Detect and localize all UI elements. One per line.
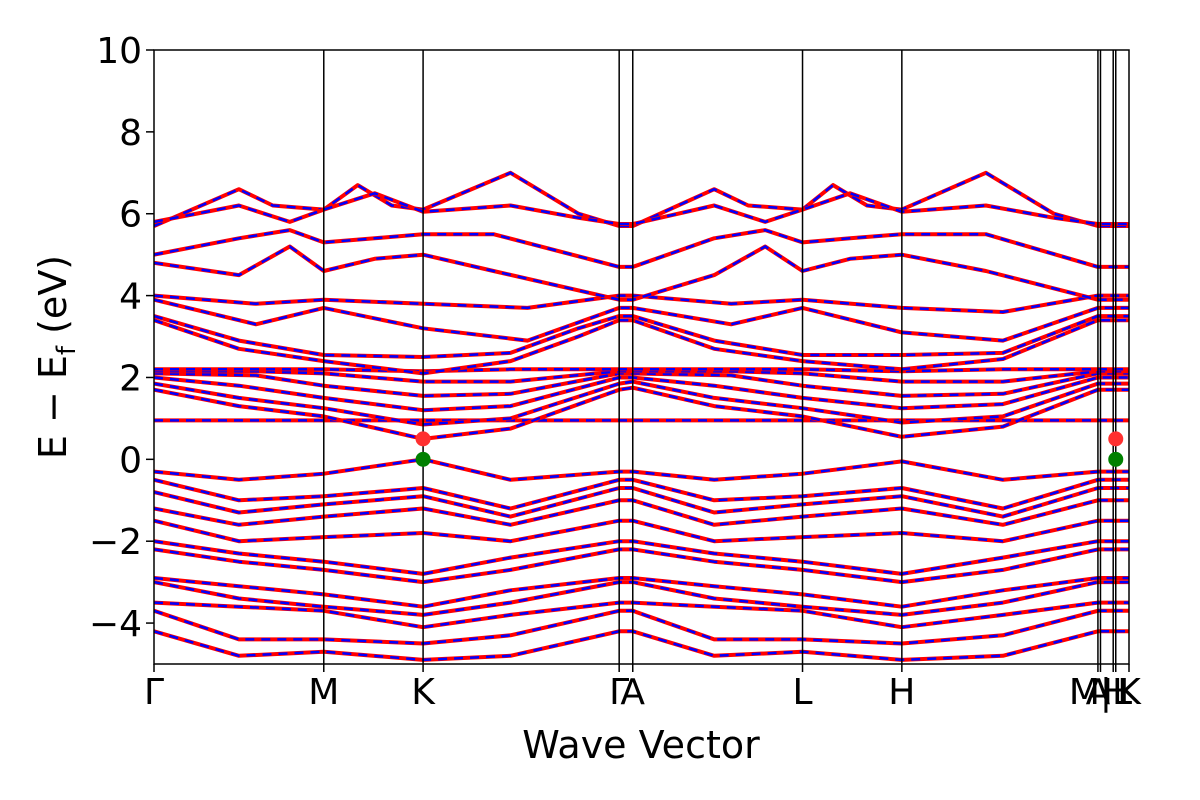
y-tick-label-3: 2 [119, 358, 142, 399]
vbm-marker-1 [415, 451, 431, 467]
x-tick-label-3: Γ [609, 672, 629, 713]
x-tick-label-7: A [1086, 672, 1111, 713]
band-6-spin-down [154, 368, 1129, 373]
band-12-spin-up [154, 228, 1129, 269]
y-axis-title-sub: f [52, 345, 82, 355]
y-tick-label-2: 0 [119, 440, 142, 481]
y-tick-label-1: −2 [89, 522, 142, 563]
y-axis-title-tail: (eV) [31, 255, 75, 346]
y-tick-label-5: 6 [119, 195, 142, 236]
x-tick-label-6: H [888, 672, 915, 713]
band-8-spin-down [154, 314, 1129, 359]
y-tick-label-6: 8 [119, 113, 142, 154]
x-tick-label-4: A [620, 672, 645, 713]
cbm-marker-0 [415, 431, 431, 447]
band-edge-markers [415, 431, 1124, 467]
x-tick-label-0: Γ [144, 672, 164, 713]
y-tick-label-4: 4 [119, 277, 142, 318]
plot-frame [153, 49, 1130, 665]
vbm-marker-3 [1108, 451, 1124, 467]
band-7-spin-down [154, 318, 1129, 375]
band-9-spin-down [154, 298, 1129, 342]
band-7-spin-up [154, 318, 1129, 376]
x-tick-label-11: K [1117, 672, 1142, 713]
y-axis-title: E − Ef (eV) [31, 255, 82, 459]
x-axis-title: Wave Vector [522, 723, 760, 767]
x-tick-label-5: L [792, 672, 812, 713]
band-1-spin-down [154, 386, 1129, 441]
y-axis: −4 −2 0 2 4 6 8 10 [89, 31, 154, 645]
y-tick-label-7: 10 [96, 31, 142, 72]
k-point-lines [323, 50, 1117, 664]
bands-layer [154, 170, 1129, 662]
x-tick-label-8: M|L [1069, 672, 1132, 713]
x-axis: Γ M K ΓA L H AM|LHK [144, 664, 1142, 713]
y-tick-label-0: −4 [89, 604, 142, 645]
x-tick-label-10: H [1102, 672, 1129, 713]
y-axis-title-main: E − E [31, 355, 75, 459]
band-13-spin-down [154, 171, 1129, 228]
band-11-spin-up [154, 244, 1129, 302]
cbm-marker-2 [1108, 431, 1124, 447]
x-tick-label-1: M [308, 672, 339, 713]
x-tick-label-2: K [411, 672, 436, 713]
band-5-spin-down [154, 370, 1129, 383]
